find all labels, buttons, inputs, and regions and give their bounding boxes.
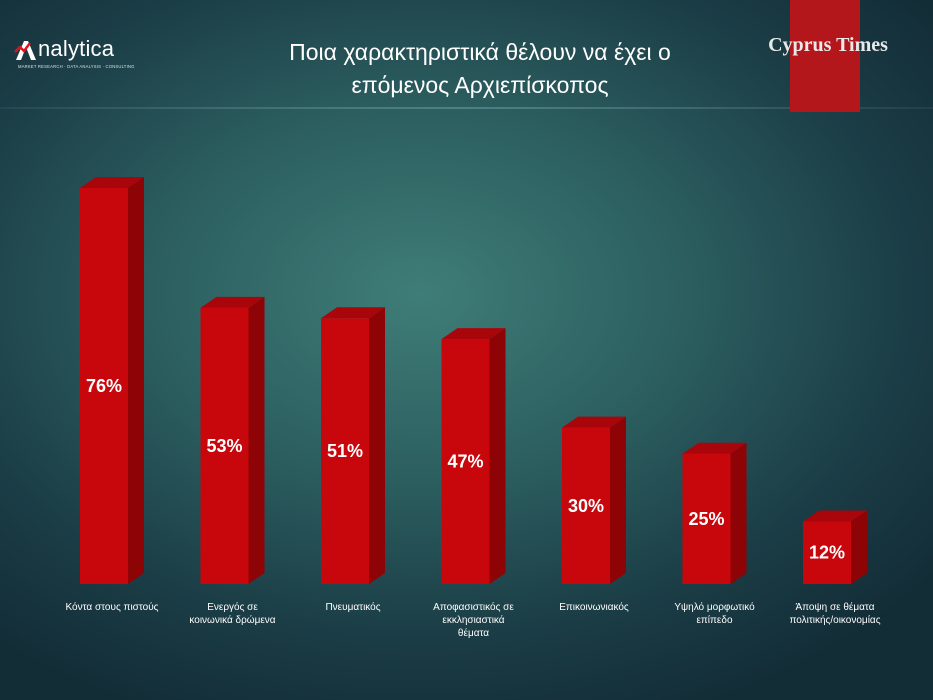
bar-7: 12% Άποψη σε θέματα πολιτικής/οικονομίας [789, 510, 881, 626]
category-label: Αποφασιστικός σε εκκλησιαστικά θέματα [433, 601, 514, 639]
bar-3: 51% Πνευματικός [321, 307, 385, 613]
chart-title: Ποια χαρακτηριστικά θέλουν να έχει ο επό… [289, 39, 671, 98]
category-label: Κόντα στους πιστούς [65, 601, 158, 613]
bar-top-face [562, 416, 626, 428]
logo-tagline: MARKET RESEARCH · DATA ANALYSIS · CONSUL… [18, 64, 135, 69]
bar-side-face [610, 416, 626, 584]
category-label: Ενεργός σε κοινωνικά δρώμενα [189, 601, 275, 626]
category-label: Άποψη σε θέματα πολιτικής/οικονομίας [789, 601, 880, 626]
bar-top-face [441, 328, 506, 340]
logo-text: nalytica [38, 36, 115, 61]
bar-top-face [321, 307, 385, 319]
bar-2: 53% Ενεργός σε κοινωνικά δρώμενα [189, 296, 276, 626]
data-label: 53% [206, 436, 242, 456]
bar-5: 30% Επικοινωνιακός [559, 416, 629, 613]
header-divider [0, 107, 933, 109]
bar-top-face [803, 510, 867, 522]
data-label: 30% [568, 496, 604, 516]
bar-front-face [321, 318, 369, 584]
bar-side-face [730, 442, 747, 584]
bar-side-face [248, 296, 265, 584]
analytica-logo-icon [14, 41, 36, 60]
category-label: Επικοινωνιακός [559, 601, 629, 613]
cyprus-times-logo: Cyprus Times [768, 34, 888, 56]
bar-top-face [200, 296, 265, 308]
bar-front-face [441, 339, 490, 584]
data-label: 47% [447, 452, 483, 472]
category-label: Πνευματικός [325, 601, 380, 613]
brand-ribbon [790, 0, 860, 112]
bar-front-face [803, 521, 851, 584]
bar-side-face [128, 177, 144, 584]
bar-top-face [80, 177, 144, 188]
data-label: 76% [86, 376, 122, 396]
bar-front-face [80, 188, 128, 584]
bar-side-face [369, 307, 385, 584]
data-label: 25% [688, 509, 724, 529]
bar-side-face [851, 510, 867, 584]
bar-1: 76% Κόντα στους πιστούς [65, 177, 159, 613]
bar-front-face [562, 427, 610, 584]
bar-top-face [682, 442, 747, 454]
bar-4: 47% Αποφασιστικός σε εκκλησιαστικά θέματα [433, 328, 514, 639]
data-label: 12% [809, 543, 845, 563]
bar-front-face [682, 453, 731, 584]
analytica-logo: nalytica MARKET RESEARCH · DATA ANALYSIS… [14, 36, 134, 76]
bar-front-face [200, 307, 249, 584]
bar-6: 25% Υψηλό μορφωτικό επίπεδο [674, 442, 755, 626]
data-label: 51% [327, 441, 363, 461]
category-label: Υψηλό μορφωτικό επίπεδο [674, 601, 755, 626]
bar-side-face [489, 328, 506, 584]
